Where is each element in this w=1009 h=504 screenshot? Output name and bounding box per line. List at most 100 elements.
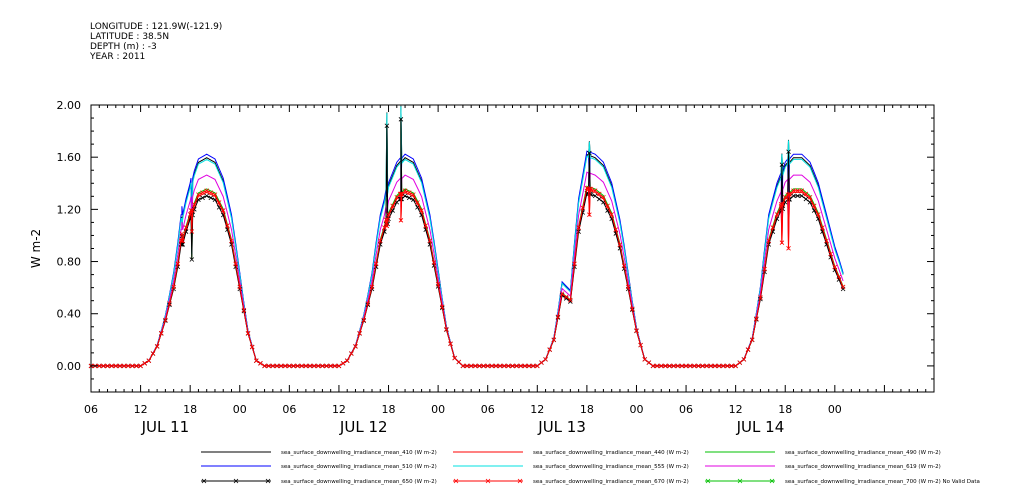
legend-label: sea_surface_downwelling_irradiance_mean_… <box>785 450 941 456</box>
series-marker-8 <box>547 347 552 352</box>
series-marker-8 <box>291 363 296 369</box>
series-marker-7 <box>766 242 771 247</box>
series-marker-8 <box>456 359 462 365</box>
series-marker-8 <box>188 208 194 213</box>
series-marker-8 <box>543 357 548 362</box>
series-marker-7 <box>208 195 214 201</box>
y-axis-label: W m-2 <box>29 229 43 268</box>
series-marker-8 <box>369 284 375 290</box>
series-marker-8 <box>307 363 313 369</box>
series-marker-8 <box>365 301 371 306</box>
series-marker-8 <box>518 363 524 369</box>
series-marker-7 <box>178 242 184 247</box>
series-marker-8 <box>315 363 321 369</box>
series-marker-8 <box>539 360 544 365</box>
series-marker-8 <box>452 355 457 361</box>
series-marker-8 <box>832 264 838 270</box>
x-day-label: JUL 13 <box>537 418 586 436</box>
legend-marker <box>517 478 523 484</box>
x-tick-label: 06 <box>282 403 296 416</box>
series-marker-8 <box>609 212 614 217</box>
series-marker-8 <box>130 363 135 369</box>
series-marker-8 <box>733 363 738 369</box>
series-marker-8 <box>588 187 594 192</box>
series-marker-8 <box>824 238 829 244</box>
series-marker-8 <box>299 363 305 369</box>
series-marker-8 <box>766 238 771 244</box>
series-marker-8 <box>729 363 734 369</box>
series-marker-8 <box>208 190 214 195</box>
series-marker-8 <box>180 238 186 244</box>
series-marker-8 <box>117 363 123 369</box>
x-tick-label: 18 <box>778 403 792 416</box>
meta-longitude: LONGITUDE : 121.9W(-121.9) <box>90 22 223 32</box>
series-marker-8 <box>716 363 722 369</box>
series-marker-8 <box>780 201 786 207</box>
series-marker-8 <box>171 284 176 290</box>
y-tick-label: 0.00 <box>57 360 82 373</box>
series-marker-8 <box>233 261 238 267</box>
legend-label: sea_surface_downwelling_irradiance_mean_… <box>281 479 437 485</box>
series-marker-8 <box>225 223 230 228</box>
series-marker-8 <box>795 188 800 193</box>
series-marker-8 <box>663 363 668 369</box>
legend-marker <box>201 478 207 484</box>
series-marker-8 <box>737 360 743 365</box>
series-marker-7 <box>189 257 195 262</box>
y-tick-label: 0.40 <box>57 308 82 321</box>
series-marker-8 <box>262 363 267 369</box>
series-marker-8 <box>192 202 197 207</box>
series-marker-8 <box>448 341 453 346</box>
x-tick-label: 06 <box>481 403 495 416</box>
series-marker-8 <box>383 217 389 222</box>
series-marker-8 <box>510 363 515 369</box>
legend-label: sea_surface_downwelling_irradiance_mean_… <box>533 479 689 485</box>
series-marker-8 <box>687 363 693 369</box>
x-tick-label: 06 <box>84 403 98 416</box>
series-marker-8 <box>249 344 255 350</box>
series-marker-7 <box>180 242 186 247</box>
series-marker-8 <box>613 227 619 232</box>
series-marker-8 <box>190 208 195 213</box>
series-marker-8 <box>411 192 416 197</box>
series-marker-8 <box>270 363 276 369</box>
series-marker-8 <box>840 284 846 290</box>
legend-marker <box>705 478 711 484</box>
x-tick-label: 00 <box>828 403 842 416</box>
legend-marker <box>769 478 775 484</box>
series-marker-8 <box>419 208 424 213</box>
series-marker-8 <box>464 363 470 369</box>
series-marker-8 <box>596 191 602 197</box>
series-marker-8 <box>497 363 503 369</box>
legend-marker <box>233 478 239 484</box>
series-marker-8 <box>200 190 205 195</box>
series-marker-8 <box>142 361 148 366</box>
axes: 06 12 18 00 06 12 18 00 06 12 18 00 06 12 18 00 JUL 11 JU… <box>57 99 935 436</box>
series-marker-8 <box>477 363 482 369</box>
x-day-label: JUL 14 <box>736 418 785 436</box>
series-marker-8 <box>178 238 184 244</box>
series-marker-7 <box>568 299 573 304</box>
series-marker-8 <box>473 363 478 369</box>
series-marker-8 <box>254 358 259 363</box>
series-marker-8 <box>398 191 404 197</box>
series-marker-8 <box>220 208 226 213</box>
series-marker-8 <box>204 188 209 193</box>
series-marker-8 <box>154 344 160 349</box>
series-marker-8 <box>158 330 164 336</box>
series-line-8 <box>91 187 844 367</box>
series-marker-7 <box>587 150 592 156</box>
x-tick-label: 00 <box>233 403 247 416</box>
x-tick-label: 12 <box>332 403 346 416</box>
series-marker-7 <box>803 196 809 202</box>
series-marker-8 <box>650 363 656 369</box>
series-line-4 <box>91 150 844 367</box>
series-marker-8 <box>559 291 565 296</box>
series-marker-8 <box>216 200 222 205</box>
series-marker-7 <box>212 197 218 202</box>
series-marker-8 <box>506 363 511 369</box>
series-marker-8 <box>332 363 338 369</box>
series-marker-8 <box>535 363 540 369</box>
series-marker-8 <box>109 363 114 369</box>
x-tick-label: 12 <box>134 403 148 416</box>
